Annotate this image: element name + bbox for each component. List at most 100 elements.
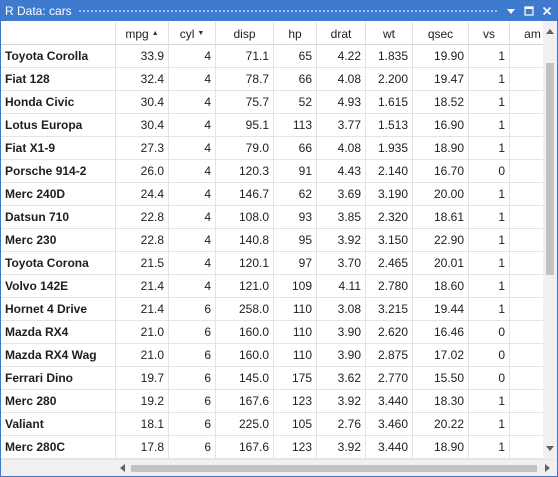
cell-wt[interactable]: 2.200 <box>365 68 412 91</box>
cell-wt[interactable]: 2.780 <box>365 275 412 298</box>
cell-mpg[interactable]: 32.4 <box>115 68 168 91</box>
row-name-cell[interactable]: Merc 280C <box>5 440 66 454</box>
cell-wt[interactable]: 3.215 <box>365 298 412 321</box>
cell-disp[interactable]: 225.0 <box>215 413 273 436</box>
cell-qsec[interactable]: 22.90 <box>412 229 468 252</box>
cell-disp[interactable]: 120.1 <box>215 252 273 275</box>
cell-drat[interactable]: 3.70 <box>316 252 365 275</box>
cell-drat[interactable]: 2.76 <box>316 413 365 436</box>
scroll-right-button[interactable] <box>541 460 555 476</box>
cell-drat[interactable]: 3.85 <box>316 206 365 229</box>
cell-hp[interactable]: 123 <box>273 436 316 459</box>
cell-disp[interactable]: 140.8 <box>215 229 273 252</box>
cell-qsec[interactable]: 19.90 <box>412 45 468 68</box>
cell-disp[interactable]: 258.0 <box>215 298 273 321</box>
cell-mpg[interactable]: 33.9 <box>115 45 168 68</box>
column-header-vs[interactable]: vs <box>468 22 509 45</box>
cell-mpg[interactable]: 24.4 <box>115 183 168 206</box>
cell-mpg[interactable]: 30.4 <box>115 91 168 114</box>
cell-vs[interactable]: 0 <box>468 321 509 344</box>
column-header-disp[interactable]: disp <box>215 22 273 45</box>
row-name-cell[interactable]: Fiat 128 <box>5 72 50 86</box>
cell-drat[interactable]: 4.08 <box>316 137 365 160</box>
row-name-cell[interactable]: Fiat X1-9 <box>5 141 56 155</box>
cell-wt[interactable]: 3.150 <box>365 229 412 252</box>
cell-mpg[interactable]: 21.5 <box>115 252 168 275</box>
horizontal-scroll-thumb[interactable] <box>131 465 537 472</box>
cell-disp[interactable]: 121.0 <box>215 275 273 298</box>
cell-qsec[interactable]: 17.02 <box>412 344 468 367</box>
cell-vs[interactable]: 0 <box>468 160 509 183</box>
cell-mpg[interactable]: 21.4 <box>115 275 168 298</box>
table-row[interactable]: Mazda RX4 Wag 21.0 6 160.0 110 3.90 2.875 17.02… <box>1 344 551 367</box>
cell-wt[interactable]: 2.465 <box>365 252 412 275</box>
cell-hp[interactable]: 93 <box>273 206 316 229</box>
cell-hp[interactable]: 123 <box>273 390 316 413</box>
column-header-drat[interactable]: drat <box>316 22 365 45</box>
cell-qsec[interactable]: 19.47 <box>412 68 468 91</box>
column-header-cyl[interactable]: cyl ▼ <box>168 22 215 45</box>
row-name-cell[interactable]: Merc 240D <box>5 187 66 201</box>
cell-disp[interactable]: 167.6 <box>215 436 273 459</box>
cell-cyl[interactable]: 6 <box>168 321 215 344</box>
title-bar[interactable]: R Data: cars <box>1 1 557 21</box>
cell-cyl[interactable]: 6 <box>168 413 215 436</box>
cell-cyl[interactable]: 4 <box>168 252 215 275</box>
cell-cyl[interactable]: 6 <box>168 367 215 390</box>
drag-grip[interactable] <box>77 8 497 14</box>
cell-qsec[interactable]: 20.22 <box>412 413 468 436</box>
cell-drat[interactable]: 3.92 <box>316 229 365 252</box>
row-name-cell[interactable]: Merc 280 <box>5 394 57 408</box>
cell-disp[interactable]: 71.1 <box>215 45 273 68</box>
cell-drat[interactable]: 4.11 <box>316 275 365 298</box>
cell-vs[interactable]: 1 <box>468 206 509 229</box>
cell-cyl[interactable]: 6 <box>168 298 215 321</box>
cell-drat[interactable]: 4.22 <box>316 45 365 68</box>
cell-cyl[interactable]: 4 <box>168 45 215 68</box>
vertical-scroll-thumb[interactable] <box>546 63 554 275</box>
cell-hp[interactable]: 66 <box>273 68 316 91</box>
cell-cyl[interactable]: 4 <box>168 183 215 206</box>
cell-wt[interactable]: 2.140 <box>365 160 412 183</box>
cell-hp[interactable]: 66 <box>273 137 316 160</box>
cell-drat[interactable]: 3.62 <box>316 367 365 390</box>
maximize-button[interactable] <box>521 3 537 19</box>
cell-vs[interactable]: 1 <box>468 413 509 436</box>
cell-qsec[interactable]: 18.52 <box>412 91 468 114</box>
cell-qsec[interactable]: 16.70 <box>412 160 468 183</box>
cell-qsec[interactable]: 20.01 <box>412 252 468 275</box>
cell-disp[interactable]: 95.1 <box>215 114 273 137</box>
cell-qsec[interactable]: 18.90 <box>412 436 468 459</box>
row-name-cell[interactable]: Valiant <box>5 417 44 431</box>
cell-hp[interactable]: 62 <box>273 183 316 206</box>
table-row[interactable]: Toyota Corolla 33.9 4 71.1 65 4.22 1.835 19.90 1… <box>1 45 551 68</box>
row-name-cell[interactable]: Datsun 710 <box>5 210 70 224</box>
column-header-am[interactable]: am <box>509 22 555 45</box>
cell-hp[interactable]: 91 <box>273 160 316 183</box>
cell-wt[interactable]: 2.620 <box>365 321 412 344</box>
cell-hp[interactable]: 97 <box>273 252 316 275</box>
cell-mpg[interactable]: 17.8 <box>115 436 168 459</box>
cell-wt[interactable]: 1.835 <box>365 45 412 68</box>
cell-mpg[interactable]: 21.0 <box>115 344 168 367</box>
cell-mpg[interactable]: 27.3 <box>115 137 168 160</box>
cell-vs[interactable]: 1 <box>468 45 509 68</box>
row-name-cell[interactable]: Porsche 914-2 <box>5 164 87 178</box>
cell-vs[interactable]: 1 <box>468 137 509 160</box>
row-name-cell[interactable]: Ferrari Dino <box>5 371 74 385</box>
column-header-mpg[interactable]: mpg ▲ <box>115 22 168 45</box>
cell-qsec[interactable]: 18.61 <box>412 206 468 229</box>
close-button[interactable] <box>539 3 555 19</box>
cell-qsec[interactable]: 20.00 <box>412 183 468 206</box>
cell-mpg[interactable]: 22.8 <box>115 229 168 252</box>
column-header-wt[interactable]: wt <box>365 22 412 45</box>
cell-disp[interactable]: 120.3 <box>215 160 273 183</box>
cell-wt[interactable]: 1.513 <box>365 114 412 137</box>
cell-mpg[interactable]: 18.1 <box>115 413 168 436</box>
cell-cyl[interactable]: 4 <box>168 229 215 252</box>
